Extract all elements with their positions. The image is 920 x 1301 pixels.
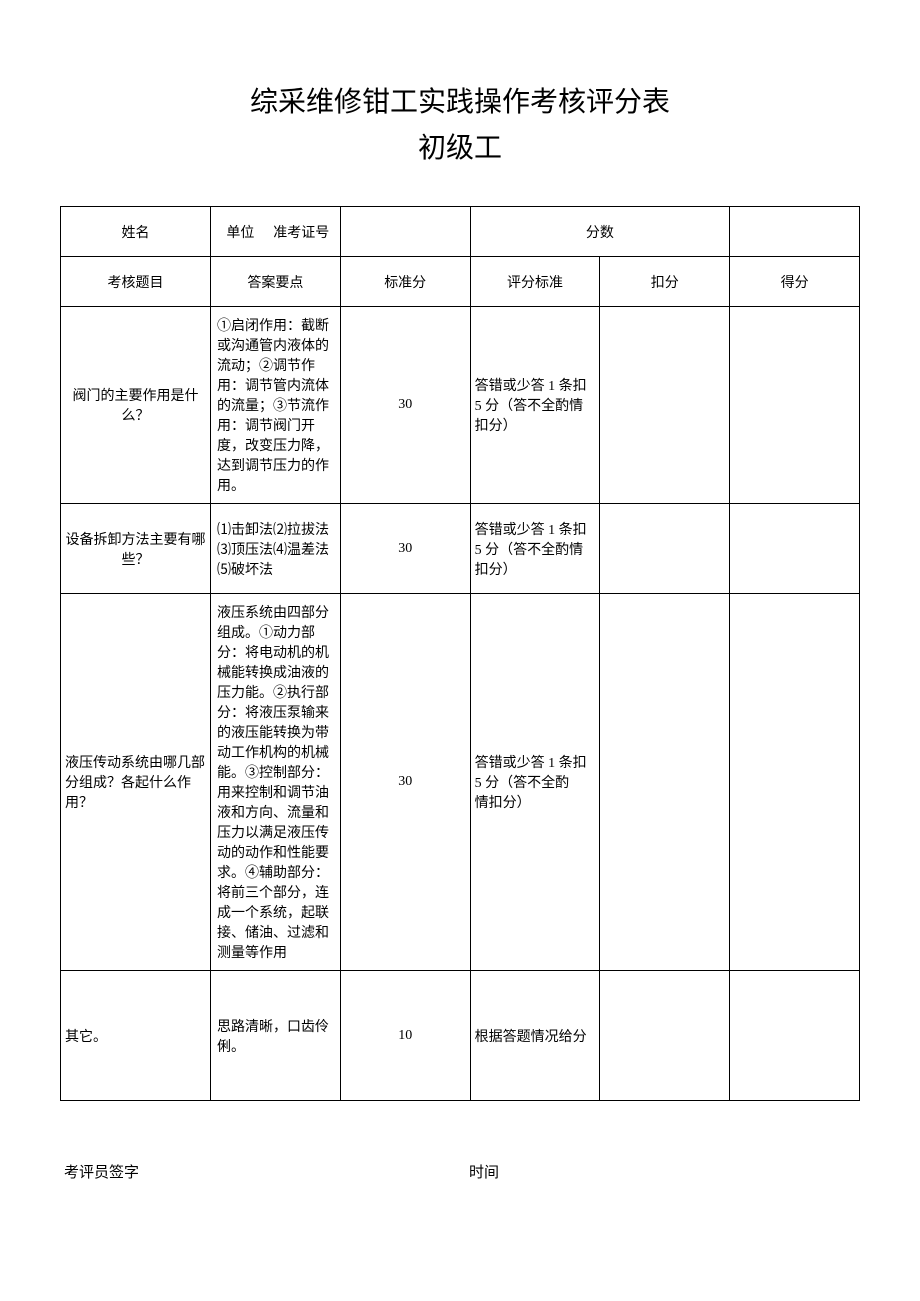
topic-cell: 液压传动系统由哪几部分组成？各起什么作用？ xyxy=(61,594,211,971)
earned-cell xyxy=(730,307,860,504)
info-blank-1 xyxy=(340,207,470,257)
header-answer: 答案要点 xyxy=(211,257,341,307)
header-standard-score: 标准分 xyxy=(340,257,470,307)
earned-cell xyxy=(730,594,860,971)
criteria-cell: 答错或少答 1 条扣 5 分（答不全酌情扣分） xyxy=(470,307,600,504)
answer-cell: 思路清晰，口齿伶俐。 xyxy=(211,971,341,1101)
score-cell: 10 xyxy=(340,971,470,1101)
earned-cell xyxy=(730,971,860,1101)
info-row: 姓名 单位 准考证号 分数 xyxy=(61,207,860,257)
answer-cell: ⑴击卸法⑵拉拔法⑶顶压法⑷温差法⑸破坏法 xyxy=(211,504,341,594)
score-label: 分数 xyxy=(470,207,730,257)
earned-cell xyxy=(730,504,860,594)
examiner-signature-label: 考评员签字 xyxy=(64,1161,139,1182)
table-row: 设备拆卸方法主要有哪些？ ⑴击卸法⑵拉拔法⑶顶压法⑷温差法⑸破坏法 30 答错或… xyxy=(61,504,860,594)
title-line1: 综采维修钳工实践操作考核评分表 xyxy=(60,80,860,120)
topic-cell: 其它。 xyxy=(61,971,211,1101)
unit-exam-cell: 单位 准考证号 xyxy=(211,207,341,257)
deduct-cell xyxy=(600,504,730,594)
evaluation-table: 姓名 单位 准考证号 分数 考核题目 答案要点 标准分 评分标准 扣分 得分 阀… xyxy=(60,206,860,1101)
criteria-cell: 答错或少答 1 条扣 5 分（答不全酌情扣分） xyxy=(470,504,600,594)
table-row: 阀门的主要作用是什么？ ①启闭作用：截断或沟通管内液体的流动；②调节作用：调节管… xyxy=(61,307,860,504)
header-row: 考核题目 答案要点 标准分 评分标准 扣分 得分 xyxy=(61,257,860,307)
exam-id-label: 准考证号 xyxy=(268,222,334,242)
title-line2: 初级工 xyxy=(60,126,860,166)
deduct-cell xyxy=(600,594,730,971)
table-row: 其它。 思路清晰，口齿伶俐。 10 根据答题情况给分 xyxy=(61,971,860,1101)
name-label: 姓名 xyxy=(61,207,211,257)
table-row: 液压传动系统由哪几部分组成？各起什么作用？ 液压系统由四部分组成。①动力部分：将… xyxy=(61,594,860,971)
score-cell: 30 xyxy=(340,504,470,594)
deduct-cell xyxy=(600,307,730,504)
header-deduction: 扣分 xyxy=(600,257,730,307)
topic-cell: 设备拆卸方法主要有哪些？ xyxy=(61,504,211,594)
footer: 考评员签字 时间 xyxy=(60,1161,860,1182)
criteria-cell: 根据答题情况给分 xyxy=(470,971,600,1101)
answer-cell: 液压系统由四部分组成。①动力部分：将电动机的机械能转换成油液的压力能。②执行部分… xyxy=(211,594,341,971)
header-criteria: 评分标准 xyxy=(470,257,600,307)
topic-cell: 阀门的主要作用是什么？ xyxy=(61,307,211,504)
header-earned: 得分 xyxy=(730,257,860,307)
unit-label: 单位 xyxy=(216,222,264,242)
header-topic: 考核题目 xyxy=(61,257,211,307)
deduct-cell xyxy=(600,971,730,1101)
info-blank-2 xyxy=(730,207,860,257)
answer-cell: ①启闭作用：截断或沟通管内液体的流动；②调节作用：调节管内流体的流量；③节流作用… xyxy=(211,307,341,504)
criteria-cell: 答错或少答 1 条扣 5 分（答不全酌 情扣分） xyxy=(470,594,600,971)
score-cell: 30 xyxy=(340,307,470,504)
time-label: 时间 xyxy=(469,1161,499,1182)
score-cell: 30 xyxy=(340,594,470,971)
